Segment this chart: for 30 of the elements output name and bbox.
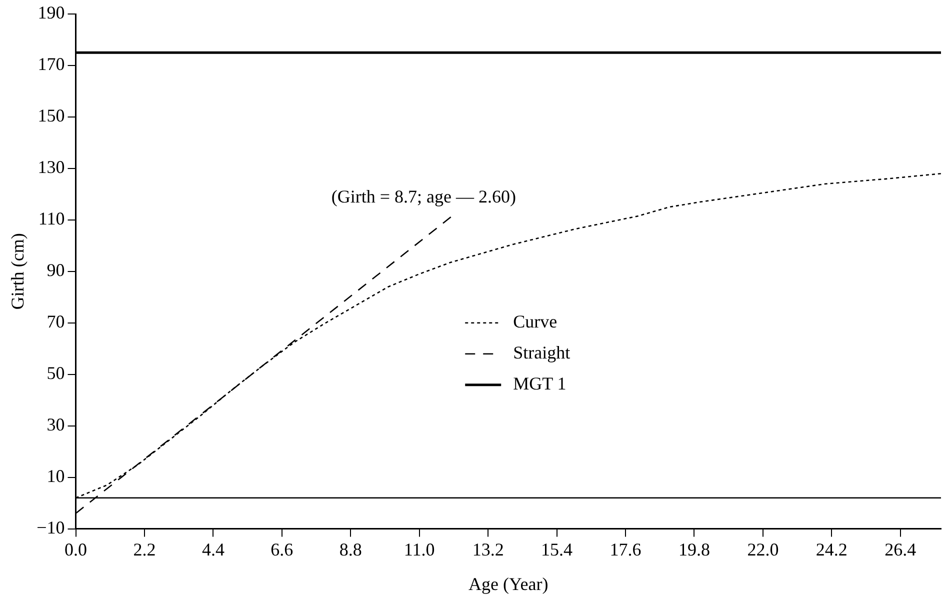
x-tick-label: 8.8: [339, 539, 362, 560]
y-axis-title: Girth (cm): [8, 233, 28, 310]
y-tick-label: 170: [38, 54, 65, 74]
x-tick-label: 22.0: [747, 539, 779, 560]
legend-label: Curve: [513, 312, 558, 332]
y-tick-label: 90: [46, 260, 65, 280]
y-tick-label: 110: [38, 208, 65, 229]
x-tick-label: 6.6: [270, 539, 294, 560]
x-tick-label: 0.0: [64, 539, 87, 560]
x-axis-title: Age (Year): [468, 574, 548, 594]
y-tick-label: 130: [38, 157, 65, 178]
y-tick-label: 10: [46, 466, 65, 486]
x-tick-label: 2.2: [133, 539, 156, 560]
y-tick-label: 30: [46, 414, 65, 435]
x-tick-label: 24.2: [816, 539, 848, 560]
annotation: (Girth = 8.7; age — 2.60): [331, 186, 516, 207]
y-tick-label: 70: [46, 312, 65, 332]
y-tick-label: 50: [46, 363, 65, 384]
y-tick-label: −10: [36, 518, 65, 538]
x-tick-label: 19.8: [678, 539, 710, 560]
y-tick-label: 190: [38, 2, 65, 23]
x-tick-label: 4.4: [202, 539, 224, 560]
x-tick-label: 13.2: [472, 539, 504, 560]
x-tick-label: 26.4: [884, 539, 916, 560]
x-tick-label: 15.4: [541, 539, 573, 560]
y-tick-label: 150: [38, 106, 65, 126]
x-tick-label: 17.6: [610, 539, 642, 560]
legend-label: MGT 1: [513, 374, 566, 394]
x-tick-label: 11.0: [404, 539, 435, 560]
legend-label: Straight: [513, 342, 570, 363]
